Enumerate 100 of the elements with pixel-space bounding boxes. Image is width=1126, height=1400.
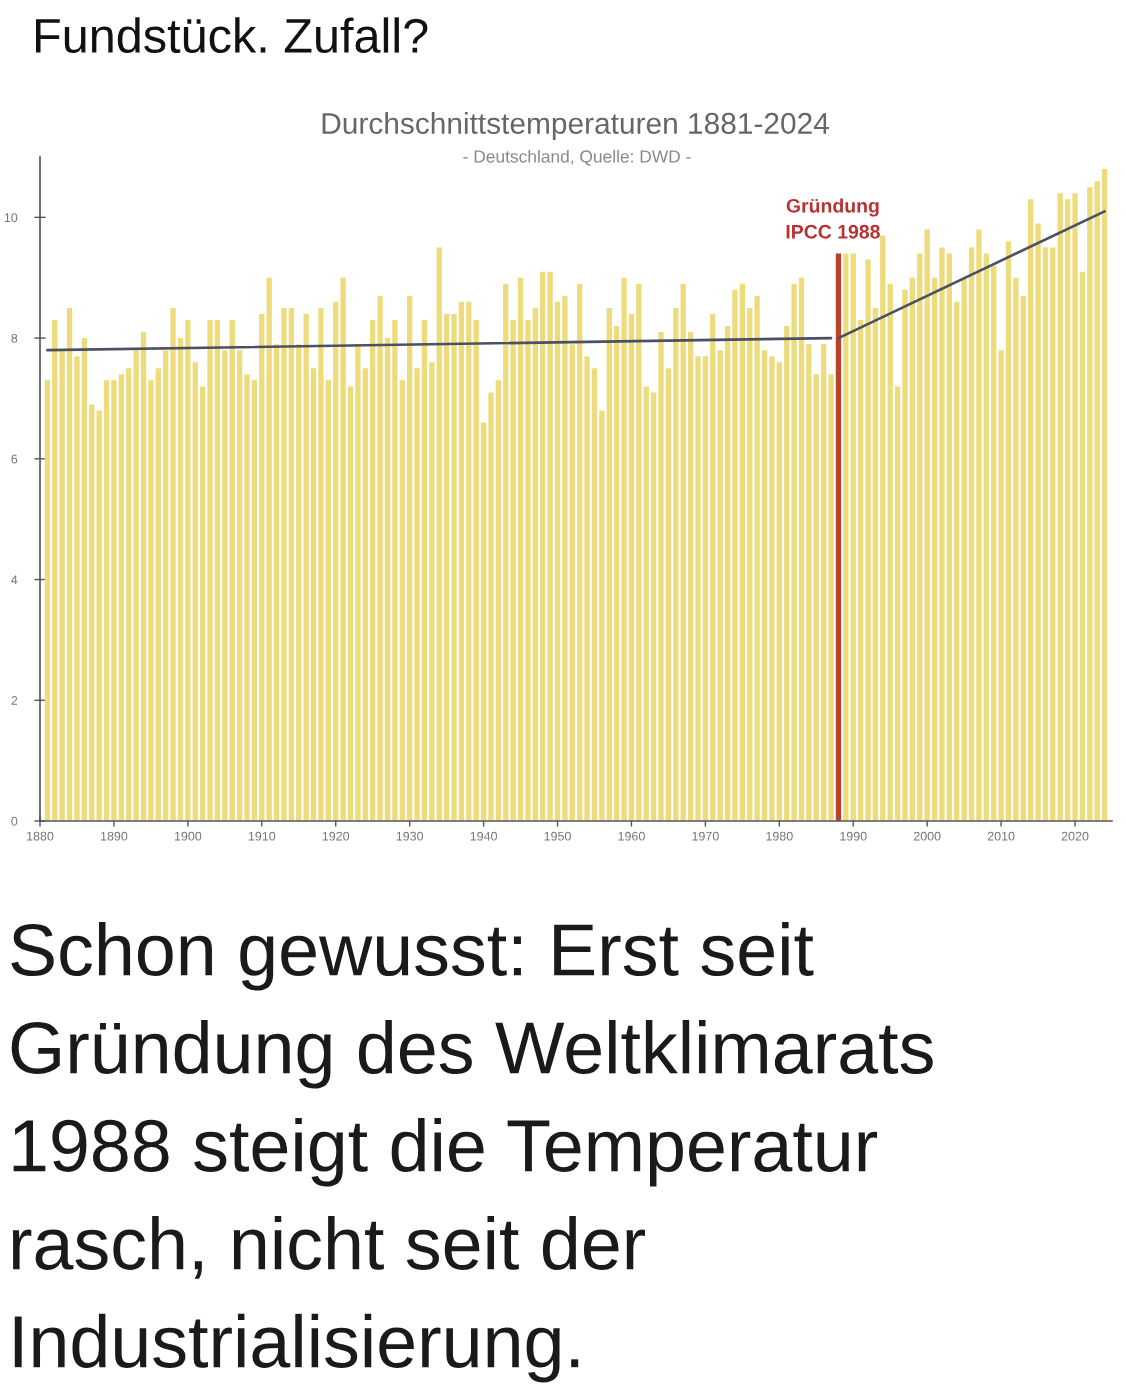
- bar: [384, 338, 391, 821]
- bar: [303, 313, 309, 821]
- bar: [281, 307, 287, 821]
- bar: [968, 247, 975, 821]
- bar: [532, 307, 538, 821]
- bar: [1005, 241, 1012, 821]
- x-tick-label: 1960: [618, 831, 645, 841]
- y-tick-label: 6: [11, 454, 18, 464]
- bar: [1079, 271, 1086, 821]
- bar: [177, 338, 184, 821]
- y-tick-label: 10: [4, 213, 18, 223]
- bar: [540, 271, 546, 821]
- bar: [362, 368, 368, 821]
- y-tick-label: 0: [11, 816, 18, 826]
- bar: [857, 319, 864, 821]
- bar: [902, 289, 908, 821]
- bar: [983, 253, 989, 821]
- bar: [347, 386, 354, 821]
- bar: [717, 350, 723, 821]
- bar: [606, 307, 612, 821]
- bar: [355, 344, 361, 821]
- bar: [429, 362, 435, 821]
- bar: [562, 295, 568, 821]
- bar: [133, 350, 139, 821]
- chart-subtitle: - Deutschland, Quelle: DWD -: [463, 149, 691, 166]
- bar: [214, 319, 221, 821]
- bar: [650, 392, 657, 821]
- bar: [1101, 169, 1108, 821]
- bar: [96, 410, 102, 821]
- bar: [126, 368, 132, 821]
- bar: [1057, 193, 1063, 821]
- bar: [732, 289, 738, 821]
- bar: [1064, 199, 1071, 821]
- bar: [333, 301, 339, 821]
- bar: [406, 295, 413, 821]
- bar: [724, 326, 731, 821]
- bar: [192, 362, 198, 821]
- chart-title: Durchschnittstemperaturen 1881-2024: [322, 112, 829, 140]
- bar: [1035, 223, 1041, 821]
- bar: [1042, 247, 1049, 821]
- bar: [525, 319, 531, 821]
- bar: [798, 277, 805, 821]
- bar: [939, 247, 945, 821]
- bar: [1013, 277, 1019, 821]
- bar: [872, 307, 879, 821]
- bar: [103, 380, 110, 821]
- bar: [761, 350, 768, 821]
- x-tick-label: 1970: [692, 831, 719, 841]
- bar: [443, 313, 450, 821]
- bar: [628, 313, 635, 821]
- bar: [118, 374, 124, 821]
- x-tick-label: 1940: [470, 831, 497, 841]
- bar: [310, 368, 317, 821]
- bar: [880, 235, 886, 821]
- text: Schon gewusst: Erst seit Gründung des Weltklimarats 1988 steigt die Temperatur rasch, nicht seit der Industrialisierung.: [11, 922, 933, 1383]
- bar: [599, 410, 605, 821]
- bar: [488, 392, 494, 821]
- bar: [377, 295, 383, 821]
- bar: [1072, 193, 1078, 821]
- bar: [1087, 187, 1093, 821]
- y-tick-label: 8: [11, 333, 18, 343]
- bar: [710, 313, 716, 821]
- bar: [961, 277, 967, 821]
- bar: [199, 386, 206, 821]
- bar: [806, 344, 812, 821]
- bar: [273, 344, 280, 821]
- bar: [236, 350, 243, 821]
- x-tick-label: 2000: [913, 831, 941, 841]
- bar: [894, 386, 901, 821]
- bar: [591, 368, 598, 821]
- bar: [931, 277, 938, 821]
- bar: [503, 283, 509, 821]
- bar: [695, 356, 701, 821]
- bar: [917, 253, 923, 821]
- bar: [865, 259, 871, 821]
- bar: [170, 307, 176, 821]
- bar: [207, 319, 213, 821]
- x-tick-label: 2020: [1061, 831, 1089, 841]
- bar: [924, 229, 930, 821]
- bar: [1094, 181, 1100, 821]
- bar: [636, 283, 642, 821]
- bar: [185, 319, 191, 821]
- x-tick-label: 1880: [27, 831, 54, 841]
- bar: [584, 356, 590, 821]
- bar: [687, 332, 694, 821]
- bar: [251, 380, 258, 821]
- bar: [495, 380, 502, 821]
- bar: [296, 344, 302, 821]
- bar: [473, 319, 479, 821]
- bar: [466, 301, 472, 821]
- bar: [318, 307, 324, 821]
- x-tick-label: 1950: [544, 831, 571, 841]
- bar: [1028, 199, 1034, 821]
- bar: [991, 265, 997, 821]
- bar: [776, 362, 782, 821]
- x-tick-label: 1990: [840, 831, 867, 841]
- bar: [887, 283, 893, 821]
- x-tick-label: 1910: [248, 831, 276, 841]
- bar: [259, 313, 265, 821]
- bar: [547, 271, 553, 821]
